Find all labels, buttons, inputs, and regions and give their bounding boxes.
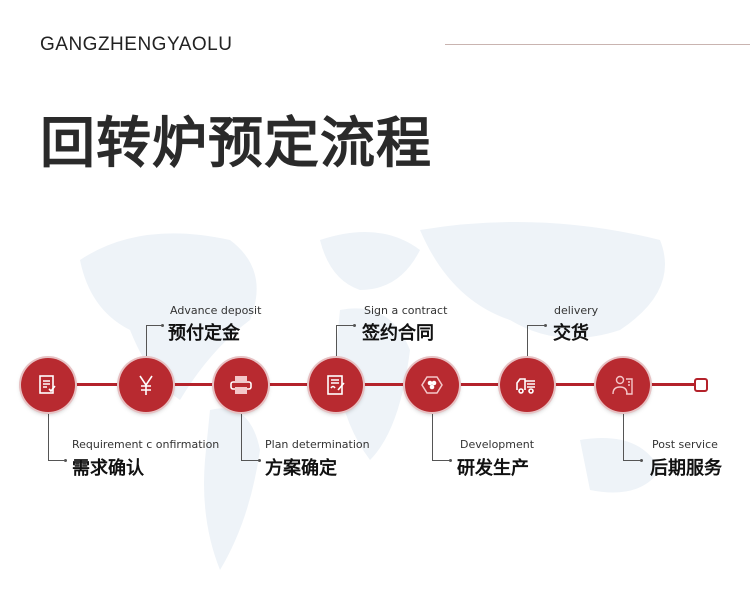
document-check-icon xyxy=(39,375,56,394)
contract-sign-icon xyxy=(327,375,345,395)
hexagon-dots-icon xyxy=(421,376,443,394)
step-circle xyxy=(214,358,268,412)
step-label-en: Development xyxy=(460,438,535,451)
header-divider xyxy=(445,44,750,45)
step-label-en: Sign a contract xyxy=(364,304,448,317)
step-circle xyxy=(405,358,459,412)
step-circle xyxy=(596,358,650,412)
timeline-track xyxy=(48,383,696,386)
yen-icon xyxy=(139,375,153,395)
step-circle xyxy=(309,358,363,412)
timeline-end-marker xyxy=(694,378,708,392)
step-label-zh: 交货 xyxy=(553,323,589,344)
step-label-zh: 需求确认 xyxy=(72,458,144,479)
step-label-zh: 预付定金 xyxy=(168,323,240,344)
step-label-en: delivery xyxy=(554,304,599,317)
page-title: 回转炉预定流程 xyxy=(40,111,433,175)
step-label-en: Requirement c onfirmation xyxy=(72,438,220,451)
brand-name: GANGZHENGYAOLU xyxy=(40,34,233,55)
step-label-en: Post service xyxy=(652,438,718,451)
service-person-icon xyxy=(612,375,633,395)
step-circle xyxy=(500,358,554,412)
step-label-zh: 签约合同 xyxy=(362,323,434,344)
printer-icon xyxy=(230,376,252,394)
truck-icon xyxy=(516,378,535,394)
step-label-zh: 方案确定 xyxy=(265,458,337,479)
step-label-zh: 后期服务 xyxy=(650,458,722,479)
step-circle xyxy=(21,358,75,412)
step-circle xyxy=(119,358,173,412)
world-map-background xyxy=(80,222,665,570)
step-label-en: Advance deposit xyxy=(170,304,262,317)
step-label-en: Plan determination xyxy=(265,438,370,451)
step-label-zh: 研发生产 xyxy=(457,458,529,479)
